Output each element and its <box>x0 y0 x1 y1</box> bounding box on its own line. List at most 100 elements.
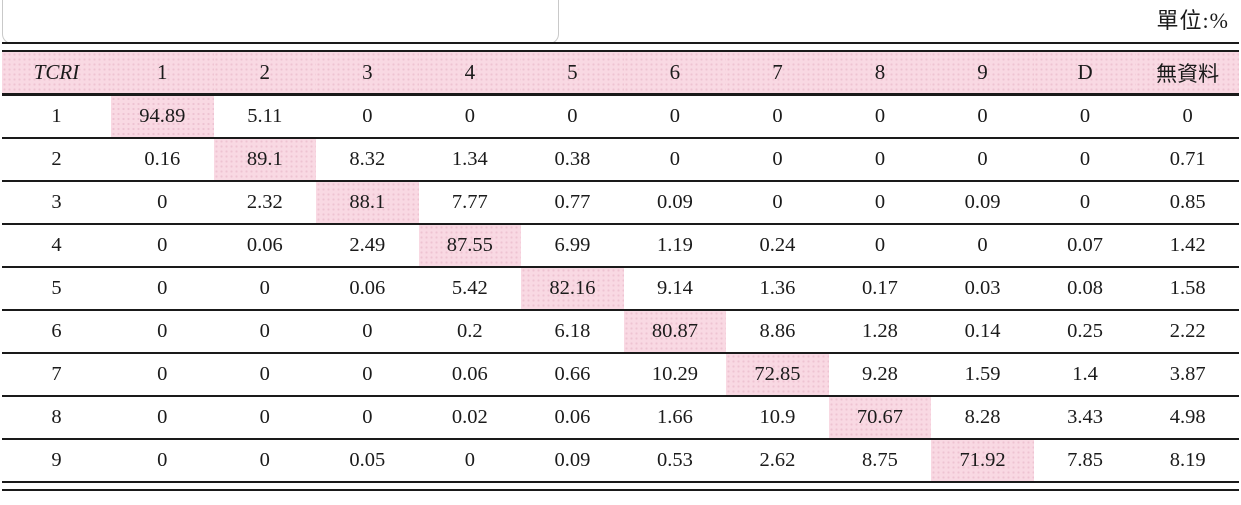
table-cell: 4.98 <box>1136 396 1239 440</box>
table-cell: 0 <box>111 310 214 354</box>
table-cell: 0.09 <box>623 181 727 225</box>
table-cell: 3.43 <box>1033 396 1137 440</box>
table-cell-highlighted: 87.55 <box>418 224 522 268</box>
table-cell: 0 <box>316 353 419 397</box>
table-cell: 0 <box>726 181 829 225</box>
table-cell-highlighted: 80.87 <box>623 310 727 354</box>
table-cell: 0 <box>111 396 214 440</box>
table-body: 1 94.89 5.11 0 0 0 0 0 0 0 0 0 2 0.16 89.1 8.32 1.34 0.38… <box>2 94 1239 481</box>
table-cell: 1.66 <box>623 396 727 440</box>
column-header: 無資料 <box>1136 52 1239 96</box>
table-cell: 1.58 <box>1136 267 1239 311</box>
column-header: 7 <box>726 52 829 96</box>
table-cell: 8.86 <box>726 310 829 354</box>
table-cell: 0 <box>726 138 829 182</box>
row-label: 1 <box>2 94 111 139</box>
table-cell-highlighted: 71.92 <box>931 439 1034 481</box>
table-cell: 0 <box>828 181 932 225</box>
table-cell: 0 <box>111 267 214 311</box>
table-cell: 2.62 <box>759 449 796 471</box>
column-header: 2 <box>213 52 317 96</box>
table-cell: 3.87 <box>1136 353 1239 397</box>
table-cell: 0.06 <box>316 267 419 311</box>
column-header: 6 <box>623 52 727 96</box>
table-cell: 0.16 <box>111 138 214 182</box>
table-cell: 0 <box>931 94 1034 139</box>
table-cell: 0 <box>111 181 214 225</box>
table-row: 6 0 0 0 0.2 6.18 80.87 8.86 1.28 0.14 0.25 2.22 <box>2 310 1239 354</box>
table-cell: 1.19 <box>623 224 727 268</box>
table-cell: 0.38 <box>521 138 624 182</box>
table-cell: 0 <box>521 94 624 139</box>
column-header: 1 <box>111 52 214 96</box>
table-cell-highlighted: 72.85 <box>726 353 829 397</box>
table-cell: 0.02 <box>418 396 522 440</box>
table-cell: 5.11 <box>213 94 317 139</box>
row-label: 5 <box>2 267 111 311</box>
table-cell: 6.99 <box>521 224 624 268</box>
tcri-transition-table: TCRI 1 2 3 4 5 6 7 8 9 D 無資料 1 94.89 5.11 0 0 0 0 0 0 0 0 0 2 0.… <box>2 42 1239 491</box>
table-cell: 8.32 <box>316 138 419 182</box>
table-cell-highlighted: 88.1 <box>316 181 419 225</box>
row-label: 7 <box>2 353 111 397</box>
table-row: 8 0 0 0 0.02 0.06 1.66 10.9 70.67 8.28 3.43 4.98 <box>2 396 1239 440</box>
table-cell: 1.34 <box>418 138 522 182</box>
table-cell: 0 <box>111 353 214 397</box>
column-header: 4 <box>418 52 522 96</box>
column-header: 3 <box>316 52 419 96</box>
table-cell: 0.14 <box>931 310 1034 354</box>
column-header: 5 <box>521 52 624 96</box>
table-row: 3 0 2.32 88.1 7.77 0.77 0.09 0 0 0.09 0 0.85 <box>2 181 1239 225</box>
table-cell: 0 <box>1033 181 1137 225</box>
table-cell: 0 <box>213 267 317 311</box>
bottom-double-rule <box>2 481 1239 491</box>
column-header: D <box>1033 52 1137 96</box>
table-cell: 0 <box>828 224 932 268</box>
table-cell-highlighted: 89.1 <box>213 138 317 182</box>
table-cell: 0 <box>931 138 1034 182</box>
table-cell-highlighted: 82.16 <box>521 267 624 311</box>
table-cell: 0 <box>316 310 419 354</box>
table-cell: 0 <box>1033 138 1137 182</box>
table-cell: 9.28 <box>828 353 932 397</box>
table-row: 7 0 0 0 0.06 0.66 10.29 72.85 9.28 1.59 1.4 3.87 <box>2 353 1239 397</box>
table-cell: 0.09 <box>931 181 1034 225</box>
table-cell: 0 <box>213 310 317 354</box>
table-header: TCRI 1 2 3 4 5 6 7 8 9 D 無資料 <box>2 52 1239 96</box>
table-cell: 0 <box>259 449 270 471</box>
page-corner-box <box>2 0 559 44</box>
table-cell: 2.32 <box>213 181 317 225</box>
table-row: 5 0 0 0.06 5.42 82.16 9.14 1.36 0.17 0.03 0.08 1.58 <box>2 267 1239 311</box>
table-cell: 0.06 <box>521 396 624 440</box>
table-cell-highlighted: 70.67 <box>828 396 932 440</box>
top-double-rule <box>2 42 1239 52</box>
table-cell: 0 <box>111 224 214 268</box>
table-cell: 0 <box>316 396 419 440</box>
column-header-tcri: TCRI <box>2 52 111 96</box>
table-cell: 0 <box>726 94 829 139</box>
table-cell: 0 <box>316 94 419 139</box>
table-cell: 0 <box>828 94 932 139</box>
table-cell: 8.28 <box>931 396 1034 440</box>
table-row: 2 0.16 89.1 8.32 1.34 0.38 0 0 0 0 0 0.71 <box>2 138 1239 182</box>
column-header: 8 <box>828 52 932 96</box>
table-cell: 8.19 <box>1169 449 1206 471</box>
table-cell: 0 <box>213 396 317 440</box>
table-cell: 1.28 <box>828 310 932 354</box>
table-cell: 0.03 <box>931 267 1034 311</box>
table-row: 9 0 0 0.05 0 0.09 0.53 2.62 8.75 71.92 7.85 8.19 <box>2 439 1239 481</box>
table-cell: 0.2 <box>418 310 522 354</box>
table-cell: 9.14 <box>623 267 727 311</box>
table-cell: 0.05 <box>349 449 386 471</box>
table-cell: 10.29 <box>623 353 727 397</box>
table-cell: 8.75 <box>862 449 898 471</box>
table-cell: 0 <box>623 94 727 139</box>
table-cell: 0.71 <box>1136 138 1239 182</box>
table-cell: 0 <box>623 138 727 182</box>
table-cell: 0.24 <box>726 224 829 268</box>
row-label: 4 <box>2 224 111 268</box>
table-row: 4 0 0.06 2.49 87.55 6.99 1.19 0.24 0 0 0.07 1.42 <box>2 224 1239 268</box>
table-cell: 7.85 <box>1067 449 1103 471</box>
table-cell-highlighted: 94.89 <box>111 94 214 139</box>
table-cell: 0 <box>1136 94 1239 139</box>
